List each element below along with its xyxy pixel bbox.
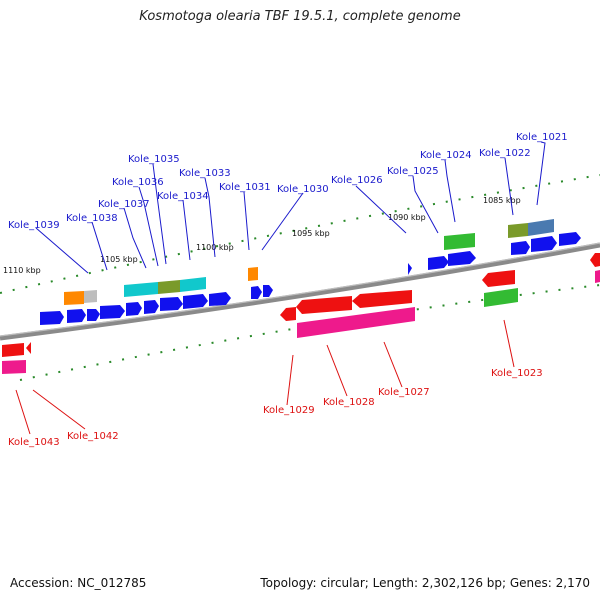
gene-arrow (180, 277, 206, 292)
gene-label[interactable]: Kole_1027 (378, 387, 430, 398)
gene-label[interactable]: Kole_1023 (491, 368, 543, 379)
gene-label[interactable]: Kole_1033 (179, 168, 231, 179)
tick-label: 1105 kbp (100, 255, 138, 264)
gene-arrow (84, 290, 97, 303)
gene-arrow (248, 267, 258, 281)
gene-arrow (2, 360, 26, 374)
gene-arrow (444, 233, 475, 250)
gene-arrow (511, 241, 530, 255)
gene-arrow (124, 282, 158, 297)
gene-arrow (64, 291, 84, 305)
gene-label[interactable]: Kole_1034 (157, 191, 209, 202)
gene-arrow (263, 285, 273, 297)
gene-label[interactable]: Kole_1021 (516, 132, 568, 143)
gene-arrow (352, 290, 412, 308)
gene-arrow (508, 223, 528, 238)
tick-label: 1085 kbp (483, 196, 521, 205)
leader-lines (15, 141, 546, 435)
gene-arrow (482, 270, 515, 287)
gene-arrow (144, 300, 159, 314)
gene-label[interactable]: Kole_1039 (8, 220, 60, 231)
tick-label: 1090 kbp (388, 213, 426, 222)
gene-arrow (2, 343, 24, 357)
forward-gene-labels: Kole_1039 Kole_1038 Kole_1037 Kole_1036 … (8, 132, 568, 231)
gene-arrow (297, 307, 415, 338)
gene-label[interactable]: Kole_1043 (8, 437, 60, 448)
gene-arrow (408, 263, 412, 275)
gene-label[interactable]: Kole_1035 (128, 154, 180, 165)
gene-label[interactable]: Kole_1037 (98, 199, 150, 210)
gene-label[interactable]: Kole_1026 (331, 175, 383, 186)
gene-arrow (559, 232, 581, 246)
gene-arrow (531, 236, 557, 252)
gene-arrow (160, 297, 183, 311)
reverse-gene-labels: Kole_1043 Kole_1042 Kole_1029 Kole_1028 … (8, 368, 543, 448)
gene-label[interactable]: Kole_1029 (263, 405, 315, 416)
scale-ticks: 1110 kbp 1105 kbp 1100 kbp 1095 kbp 1090… (3, 196, 521, 275)
gene-arrow (595, 270, 600, 283)
topology-text: Topology: circular; Length: 2,302,126 bp… (260, 576, 590, 590)
gene-arrow (209, 292, 231, 306)
gene-arrow (126, 302, 142, 316)
gene-label[interactable]: Kole_1038 (66, 213, 118, 224)
reverse-genes (2, 253, 600, 374)
gene-arrow (251, 286, 262, 299)
gene-arrow (183, 294, 208, 309)
gene-arrow (428, 256, 449, 270)
gene-arrow (448, 251, 476, 266)
gene-arrow (67, 309, 86, 323)
gene-arrow (87, 309, 100, 321)
gene-label[interactable]: Kole_1042 (67, 431, 119, 442)
accession-text: Accession: NC_012785 (10, 576, 147, 590)
gene-label[interactable]: Kole_1030 (277, 184, 329, 195)
tick-label: 1095 kbp (292, 229, 330, 238)
gene-label[interactable]: Kole_1022 (479, 148, 531, 159)
gene-arrow (590, 253, 600, 267)
gene-label[interactable]: Kole_1028 (323, 397, 375, 408)
gene-label[interactable]: Kole_1025 (387, 166, 439, 177)
map-title: Kosmotoga olearia TBF 19.5.1, complete g… (139, 9, 461, 24)
gene-arrow (40, 311, 64, 325)
genome-backbone (0, 242, 600, 341)
gene-label[interactable]: Kole_1031 (219, 182, 271, 193)
forward-genes (40, 219, 581, 325)
gene-arrow (296, 296, 352, 314)
gene-arrow (158, 280, 180, 294)
gene-arrow (280, 307, 296, 321)
tick-label: 1100 kbp (196, 243, 234, 252)
gene-label[interactable]: Kole_1036 (112, 177, 164, 188)
tick-label: 1110 kbp (3, 266, 41, 275)
gene-arrow (26, 342, 31, 354)
gene-label[interactable]: Kole_1024 (420, 150, 472, 161)
gene-arrow (528, 219, 554, 236)
gene-arrow (484, 288, 518, 307)
gene-arrow (100, 305, 125, 319)
